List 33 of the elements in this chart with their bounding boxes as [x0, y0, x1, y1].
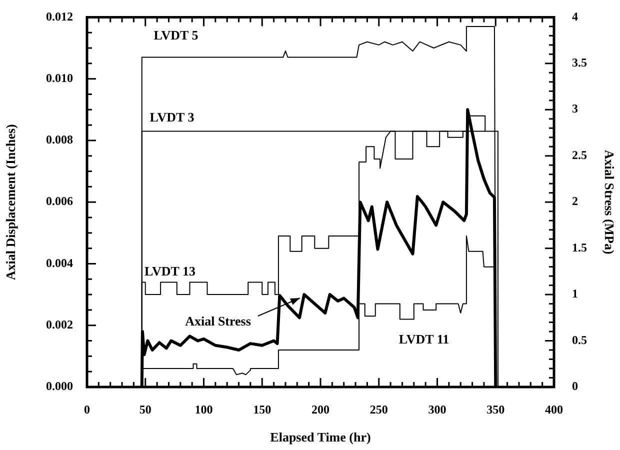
x-tick-label: 50: [139, 402, 152, 416]
x-tick-label: 350: [486, 402, 505, 416]
x-tick-label: 300: [428, 402, 446, 416]
y2-tick-label: 4: [572, 9, 578, 24]
y2-axis-title: Axial Stress (MPa): [602, 150, 617, 254]
y-axis-title: Axial Displacement (Inches): [3, 124, 18, 280]
y-tick-label: 0.002: [46, 317, 73, 332]
x-tick-label: 100: [194, 402, 213, 416]
y2-tick-label: 1: [572, 286, 578, 301]
y2-tick-label: 0: [572, 379, 578, 394]
legend-label: LVDT 5: [154, 27, 199, 42]
x-axis-title: Elapsed Time (hr): [270, 430, 371, 445]
series-label: LVDT 13: [144, 263, 196, 278]
x-tick-label: 400: [545, 402, 563, 416]
series-label: LVDT 11: [398, 331, 450, 346]
x-tick-label: 0: [84, 402, 90, 416]
y-tick-label: 0.010: [46, 70, 73, 85]
y-tick-label: 0.008: [46, 132, 73, 147]
y-tick-label: 0.000: [46, 379, 73, 394]
x-tick-label: 250: [370, 402, 388, 416]
series-label: Axial Stress: [185, 313, 251, 328]
x-tick-label: 200: [312, 402, 330, 416]
y2-tick-label: 2: [572, 194, 578, 208]
y2-tick-label: 3.5: [572, 56, 587, 70]
y-tick-label: 0.006: [46, 194, 73, 208]
y2-tick-label: 2.5: [572, 148, 587, 162]
y2-tick-label: 0.5: [572, 332, 587, 347]
y2-tick-label: 3: [572, 102, 578, 116]
y-tick-label: 0.004: [46, 256, 73, 270]
y2-tick-label: 1.5: [572, 240, 587, 254]
y-tick-label: 0.012: [46, 9, 73, 24]
series-label: LVDT 3: [150, 109, 195, 124]
x-tick-label: 150: [253, 402, 272, 416]
